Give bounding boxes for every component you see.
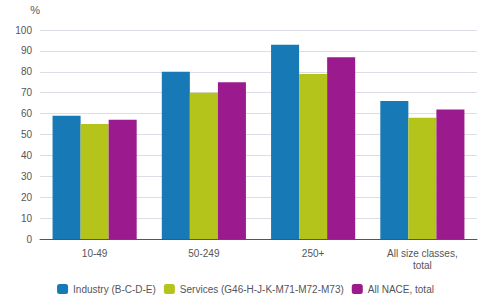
- svg-text:100: 100: [15, 25, 32, 36]
- svg-text:Services (G46-H-J-K-M71-M72-M7: Services (G46-H-J-K-M71-M72-M73): [180, 284, 344, 295]
- svg-text:30: 30: [21, 171, 33, 182]
- svg-text:total: total: [413, 260, 432, 271]
- svg-text:20: 20: [21, 192, 33, 203]
- svg-text:90: 90: [21, 45, 33, 56]
- svg-text:10-49: 10-49: [82, 248, 108, 259]
- svg-text:50-249: 50-249: [188, 248, 220, 259]
- svg-text:Industry (B-C-D-E): Industry (B-C-D-E): [73, 284, 156, 295]
- svg-text:40: 40: [21, 150, 33, 161]
- svg-text:All size classes,: All size classes,: [387, 248, 458, 259]
- svg-text:70: 70: [21, 87, 33, 98]
- svg-text:All NACE, total: All NACE, total: [368, 284, 434, 295]
- svg-text:10: 10: [21, 213, 33, 224]
- svg-text:%: %: [30, 4, 40, 16]
- svg-text:80: 80: [21, 66, 33, 77]
- svg-text:250+: 250+: [302, 248, 325, 259]
- svg-text:0: 0: [26, 234, 32, 245]
- svg-text:60: 60: [21, 108, 33, 119]
- svg-text:50: 50: [21, 129, 33, 140]
